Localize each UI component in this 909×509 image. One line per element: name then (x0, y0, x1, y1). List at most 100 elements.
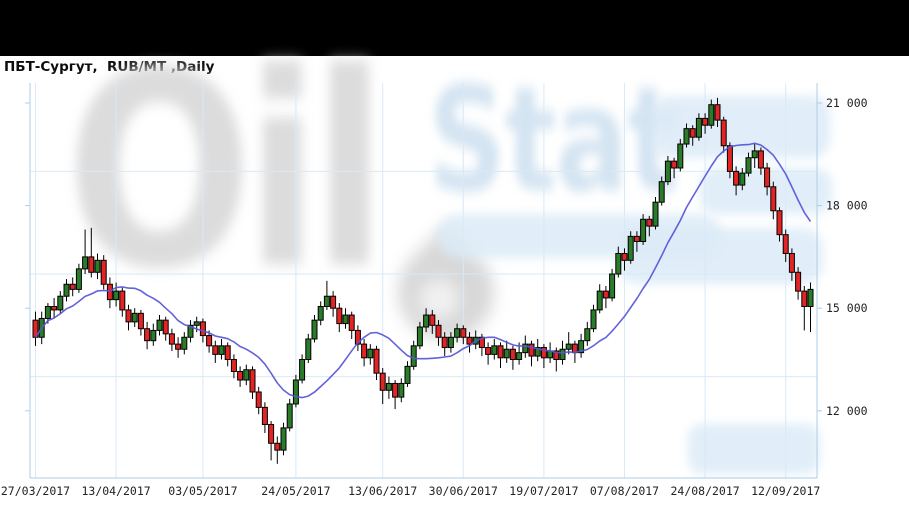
candle-up (664, 160, 671, 183)
candle-up (454, 328, 461, 338)
candle-down (212, 345, 219, 355)
candle-up (404, 365, 411, 384)
candle-down (764, 167, 771, 188)
candle-down (361, 343, 368, 359)
candle-down (119, 290, 126, 311)
candle-up (447, 336, 454, 349)
candle-up (305, 338, 312, 361)
candle-up (181, 336, 188, 350)
candle-up (590, 309, 597, 330)
candle-down (330, 295, 337, 309)
y-axis-label: 18 000 (826, 199, 868, 213)
candle-up (503, 348, 510, 359)
candle-down (621, 252, 628, 261)
candle-down (466, 336, 473, 345)
candle-up (584, 328, 591, 342)
candle-down (373, 348, 380, 374)
candle-up (156, 319, 163, 331)
candle-down (633, 235, 640, 243)
candle-down (69, 283, 76, 290)
candle-down (429, 314, 436, 326)
y-axis-label: 15 000 (826, 301, 868, 315)
candle-down (757, 150, 764, 169)
candle-down (348, 314, 355, 331)
candle-down (230, 359, 237, 372)
candle-down (776, 210, 783, 236)
candle-up (193, 321, 200, 326)
candle-down (88, 256, 95, 273)
candle-down (261, 406, 268, 425)
candle-up (578, 340, 585, 354)
candle-up (559, 348, 566, 361)
candle-down (144, 328, 151, 342)
candle-up (82, 256, 89, 270)
candle-up (280, 427, 287, 451)
candle-down (553, 350, 560, 361)
candle-up (652, 201, 659, 227)
candle-down (199, 321, 206, 337)
x-axis-label: 13/04/2017 (81, 484, 150, 498)
candle-down (782, 234, 789, 254)
candle-down (249, 369, 256, 393)
candle-down (720, 119, 727, 147)
candle-up (423, 314, 430, 328)
candle-up (695, 117, 702, 138)
candle-down (206, 335, 213, 347)
candle-up (658, 181, 665, 203)
x-axis-label: 19/07/2017 (509, 484, 578, 498)
candle-up (398, 382, 405, 398)
candle-up (522, 343, 529, 354)
moving-average-line (34, 142, 812, 399)
candle-down (168, 333, 175, 345)
candle-down (602, 290, 609, 299)
candle-up (751, 150, 758, 159)
candle-up (323, 295, 330, 307)
candle-down (702, 117, 709, 126)
candle-up (299, 359, 306, 381)
candle-up (75, 268, 82, 290)
candle-up (640, 218, 647, 243)
candle-up (311, 319, 318, 340)
candle-down (336, 307, 343, 325)
candle-up (677, 143, 684, 169)
candle-down (162, 319, 169, 335)
candle-up (410, 345, 417, 367)
candle-down (255, 391, 262, 408)
candle-up (57, 295, 64, 311)
candle-down (733, 170, 740, 186)
candle-down (435, 324, 442, 338)
candle-down (125, 309, 132, 323)
candle-down (379, 372, 386, 391)
candle-down (788, 252, 795, 273)
candle-down (137, 312, 144, 330)
candle-up (491, 345, 498, 355)
candle-down (274, 442, 281, 451)
candle-up (44, 305, 51, 319)
candle-down (726, 145, 733, 172)
candle-up (243, 369, 250, 381)
x-axis-label: 07/08/2017 (590, 484, 659, 498)
candle-up (609, 273, 616, 299)
candle-up (807, 288, 814, 307)
candle-up (150, 329, 157, 342)
candle-down (354, 329, 361, 345)
candle-up (113, 290, 120, 301)
x-axis-label: 03/05/2017 (168, 484, 237, 498)
candle-down (540, 347, 547, 359)
candle-down (485, 347, 492, 355)
candle-down (689, 128, 696, 138)
candle-up (708, 104, 715, 126)
candle-down (714, 104, 721, 121)
candle-down (51, 305, 58, 311)
candle-up (317, 305, 324, 321)
candle-up (385, 382, 392, 391)
candle-up (131, 312, 138, 323)
candle-up (367, 348, 374, 359)
candle-up (218, 345, 225, 355)
candle-down (795, 271, 802, 292)
x-axis-label: 30/06/2017 (429, 484, 498, 498)
candle-up (615, 252, 622, 275)
candle-down (646, 218, 653, 227)
